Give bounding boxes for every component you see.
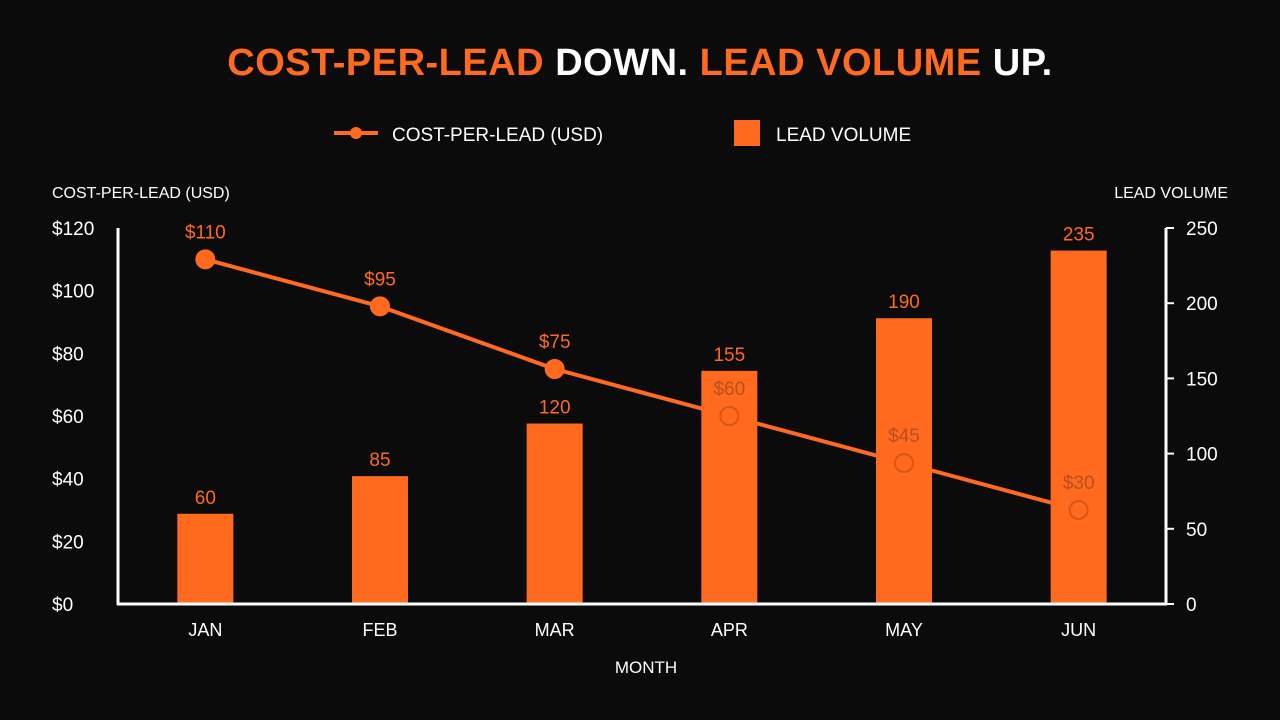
y-left-tick-label: $80	[52, 344, 84, 365]
bar-value-label: 235	[1063, 225, 1095, 246]
legend-label-cost-per-lead: COST-PER-LEAD (USD)	[392, 125, 603, 146]
legend-bar-swatch	[734, 120, 760, 146]
y-right-tick-label: 50	[1186, 520, 1207, 541]
legend-line-marker	[350, 127, 362, 139]
y-left-tick-label: $0	[52, 595, 73, 616]
title-part-lead-volume: LEAD VOLUME	[699, 42, 982, 84]
y-left-tick-label: $60	[52, 407, 84, 428]
bar-value-label: 120	[539, 398, 571, 419]
bar-lead-volume-jan	[177, 513, 234, 604]
y-right-tick-label: 150	[1186, 369, 1218, 390]
line-point-cost-per-lead-jan	[195, 249, 216, 270]
x-tick-label-feb: FEB	[362, 620, 397, 640]
bar-lead-volume-feb	[352, 476, 408, 604]
line-point-cost-per-lead-feb	[370, 296, 390, 317]
y-left-tick-label: $120	[52, 219, 94, 240]
y-left-axis-title: COST-PER-LEAD (USD)	[52, 185, 230, 202]
line-value-label: $30	[1063, 473, 1095, 494]
title-part-cost-per-lead: COST-PER-LEAD	[227, 42, 545, 84]
bar-lead-volume-mar	[526, 423, 583, 604]
bar-lead-volume-jun	[1050, 250, 1107, 604]
x-tick-label-mar: MAR	[535, 620, 575, 640]
line-value-label: $75	[539, 332, 571, 353]
legend-label-lead-volume: LEAD VOLUME	[776, 125, 911, 146]
title-part-down: DOWN.	[544, 42, 700, 84]
x-axis-title: MONTH	[615, 658, 677, 677]
line-point-cost-per-lead-mar	[544, 359, 565, 379]
bar-value-label: 85	[369, 450, 390, 471]
line-value-label: $60	[713, 379, 745, 400]
bar-value-label: 155	[713, 345, 745, 366]
line-cost-per-lead	[204, 257, 1080, 512]
y-right-tick-label: 0	[1186, 595, 1197, 616]
line-point-cost-per-lead-jun	[1068, 500, 1089, 520]
bar-value-label: 190	[888, 292, 920, 313]
bar-value-label: 60	[195, 488, 216, 509]
x-tick-label-apr: APR	[711, 620, 748, 640]
y-left-tick-label: $100	[52, 282, 94, 303]
line-point-cost-per-lead-apr	[719, 406, 740, 426]
y-right-axis-title: LEAD VOLUME	[1114, 185, 1228, 202]
line-value-label: $95	[364, 269, 396, 290]
y-left-tick-label: $40	[52, 470, 84, 491]
line-value-label: $110	[185, 222, 226, 243]
y-right-tick-label: 250	[1186, 219, 1218, 240]
line-value-label: $45	[888, 426, 920, 447]
y-right-tick-label: 100	[1186, 445, 1218, 466]
y-left-tick-label: $20	[52, 532, 84, 553]
title-part-up: UP.	[981, 42, 1053, 84]
chart-title: COST-PER-LEAD DOWN. LEAD VOLUME UP.	[0, 42, 1280, 85]
y-right-tick-label: 200	[1186, 294, 1218, 315]
x-tick-label-jun: JUN	[1061, 620, 1096, 640]
bar-lead-volume-apr	[701, 370, 758, 604]
line-point-cost-per-lead-may	[894, 453, 914, 473]
x-tick-label-may: MAY	[885, 620, 923, 640]
x-tick-label-jan: JAN	[188, 620, 222, 640]
